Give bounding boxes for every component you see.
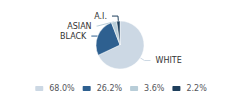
svg-text:3.6%: 3.6% <box>144 84 165 93</box>
svg-text:WHITE: WHITE <box>155 56 181 65</box>
svg-text:BLACK: BLACK <box>60 32 87 41</box>
svg-text:A.I.: A.I. <box>94 12 107 21</box>
svg-text:26.2%: 26.2% <box>97 84 123 93</box>
svg-text:2.2%: 2.2% <box>186 84 207 93</box>
svg-text:68.0%: 68.0% <box>49 84 75 93</box>
svg-text:ASIAN: ASIAN <box>67 22 91 31</box>
